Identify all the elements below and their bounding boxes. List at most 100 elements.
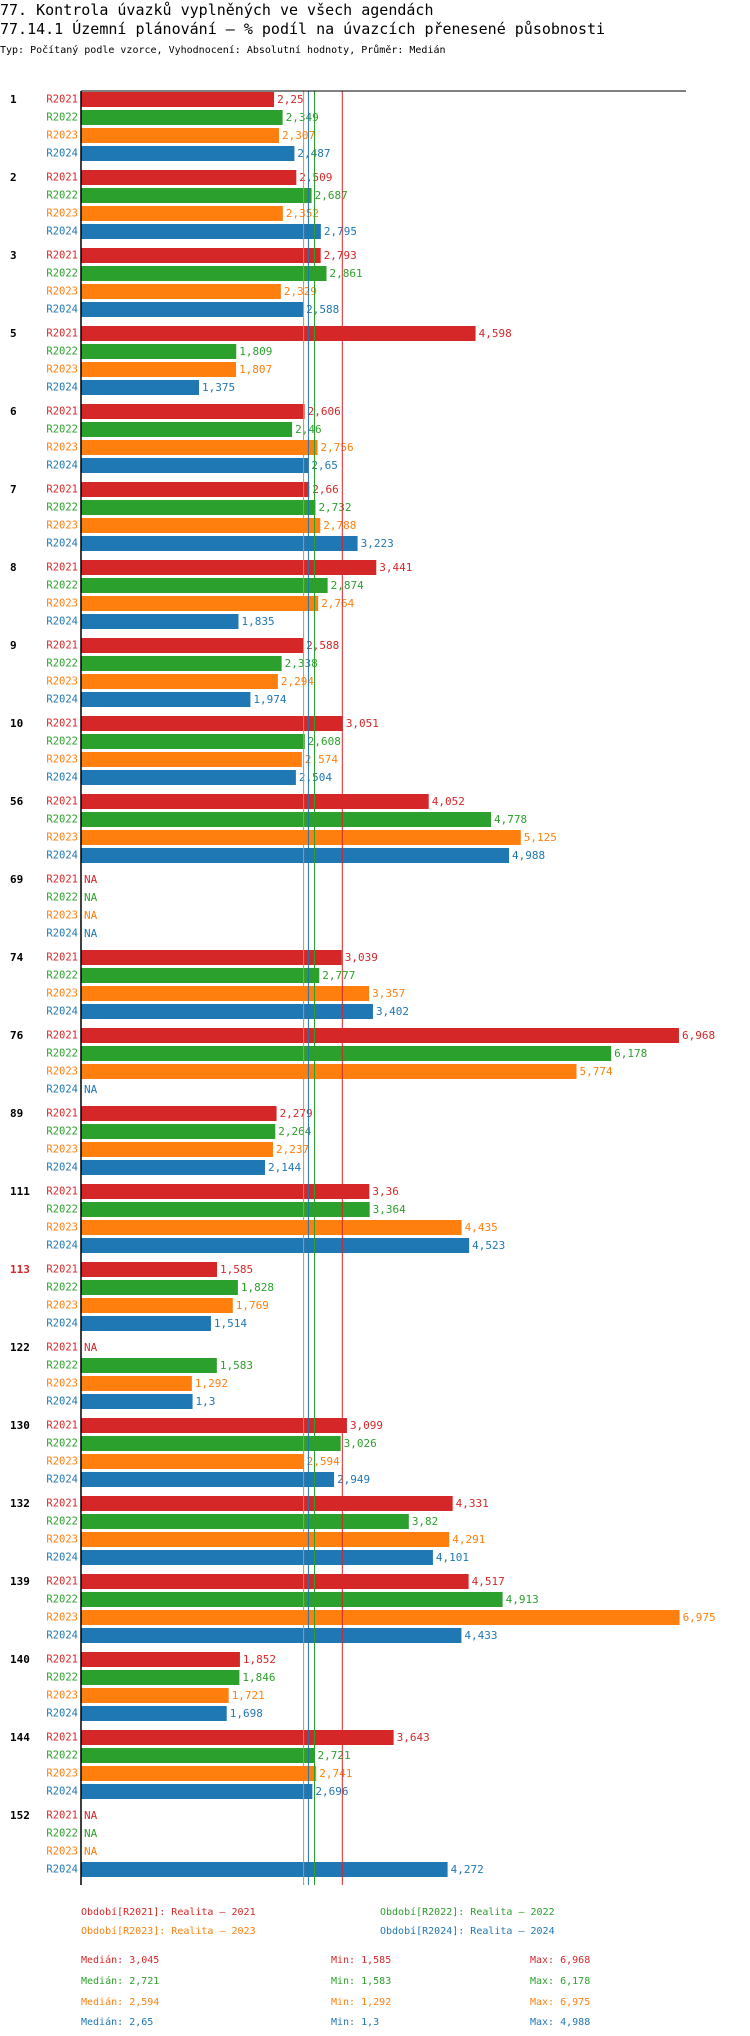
bar-132-r2024 <box>81 1550 433 1565</box>
stat-max-r2021: Max: 6,968 <box>530 1955 591 1966</box>
bar-1-r2023 <box>81 128 279 143</box>
series-label-9-r2021: R2021 <box>46 640 78 652</box>
value-label-130-r2021: 3,099 <box>350 1419 383 1432</box>
stat-max-r2022: Max: 6,178 <box>530 1976 591 1987</box>
bar-139-r2021 <box>81 1574 469 1589</box>
bar-3-r2024 <box>81 302 304 317</box>
value-label-7-r2022: 2,732 <box>318 501 351 514</box>
bar-6-r2023 <box>81 440 318 455</box>
series-label-144-r2023: R2023 <box>46 1768 78 1780</box>
bar-2-r2023 <box>81 206 283 221</box>
bar-111-r2023 <box>81 1220 462 1235</box>
value-label-130-r2022: 3,026 <box>344 1437 377 1450</box>
series-label-3-r2024: R2024 <box>46 304 78 316</box>
value-label-139-r2021: 4,517 <box>472 1575 505 1588</box>
value-label-144-r2022: 2,721 <box>318 1749 351 1762</box>
stat-min-r2022: Min: 1,583 <box>331 1976 392 1987</box>
value-label-111-r2024: 4,523 <box>472 1239 505 1252</box>
series-label-7-r2023: R2023 <box>46 520 78 532</box>
bar-10-r2024 <box>81 770 296 785</box>
series-label-56-r2021: R2021 <box>46 796 78 808</box>
series-label-56-r2024: R2024 <box>46 850 78 862</box>
bar-144-r2023 <box>81 1766 317 1781</box>
bar-3-r2022 <box>81 266 327 281</box>
category-label-113: 113 <box>10 1263 30 1276</box>
value-label-8-r2024: 1,835 <box>241 615 274 628</box>
value-label-130-r2024: 2,949 <box>337 1473 370 1486</box>
value-label-140-r2022: 1,846 <box>242 1671 275 1684</box>
value-label-5-r2024: 1,375 <box>202 381 235 394</box>
series-label-140-r2021: R2021 <box>46 1654 78 1666</box>
series-label-111-r2023: R2023 <box>46 1222 78 1234</box>
value-label-139-r2023: 6,975 <box>683 1611 716 1624</box>
bar-122-r2022 <box>81 1358 217 1373</box>
series-label-7-r2021: R2021 <box>46 484 78 496</box>
bar-74-r2021 <box>81 950 342 965</box>
series-label-152-r2023: R2023 <box>46 1846 78 1858</box>
series-label-132-r2022: R2022 <box>46 1516 78 1528</box>
stat-min-r2024: Min: 1,3 <box>331 2017 380 2028</box>
value-label-1-r2024: 2,487 <box>297 147 330 160</box>
series-label-69-r2024: R2024 <box>46 928 78 940</box>
value-label-89-r2022: 2,264 <box>278 1125 311 1138</box>
series-label-1-r2024: R2024 <box>46 148 78 160</box>
category-label-56: 56 <box>10 795 24 808</box>
bar-74-r2024 <box>81 1004 373 1019</box>
series-label-132-r2023: R2023 <box>46 1534 78 1546</box>
series-label-89-r2022: R2022 <box>46 1126 78 1138</box>
series-label-140-r2024: R2024 <box>46 1708 78 1720</box>
value-label-122-r2021: NA <box>84 1341 98 1354</box>
bar-111-r2021 <box>81 1184 370 1199</box>
series-label-10-r2023: R2023 <box>46 754 78 766</box>
value-label-76-r2021: 6,968 <box>682 1029 715 1042</box>
bar-140-r2021 <box>81 1652 240 1667</box>
series-label-140-r2022: R2022 <box>46 1672 78 1684</box>
legend-item-r2023: Období[R2023]: Realita – 2023 <box>81 1926 256 1937</box>
series-label-9-r2022: R2022 <box>46 658 78 670</box>
value-label-7-r2023: 2,788 <box>323 519 356 532</box>
bar-113-r2022 <box>81 1280 238 1295</box>
series-label-122-r2022: R2022 <box>46 1360 78 1372</box>
bar-144-r2021 <box>81 1730 394 1745</box>
series-label-113-r2022: R2022 <box>46 1282 78 1294</box>
value-label-6-r2023: 2,756 <box>321 441 354 454</box>
value-label-5-r2021: 4,598 <box>479 327 512 340</box>
bar-7-r2024 <box>81 536 358 551</box>
series-label-56-r2022: R2022 <box>46 814 78 826</box>
series-label-6-r2021: R2021 <box>46 406 78 418</box>
series-label-144-r2022: R2022 <box>46 1750 78 1762</box>
category-label-7: 7 <box>10 483 17 496</box>
value-label-2-r2021: 2,509 <box>299 171 332 184</box>
value-label-74-r2024: 3,402 <box>376 1005 409 1018</box>
series-label-5-r2022: R2022 <box>46 346 78 358</box>
bar-5-r2023 <box>81 362 237 377</box>
series-label-2-r2021: R2021 <box>46 172 78 184</box>
series-label-74-r2023: R2023 <box>46 988 78 1000</box>
value-label-89-r2021: 2,279 <box>280 1107 313 1120</box>
value-label-5-r2022: 1,809 <box>239 345 272 358</box>
bar-6-r2024 <box>81 458 309 473</box>
value-label-56-r2024: 4,988 <box>512 849 545 862</box>
bar-130-r2023 <box>81 1454 304 1469</box>
series-label-8-r2021: R2021 <box>46 562 78 574</box>
series-label-7-r2024: R2024 <box>46 538 78 550</box>
bar-113-r2024 <box>81 1316 211 1331</box>
bar-140-r2024 <box>81 1706 227 1721</box>
series-label-69-r2023: R2023 <box>46 910 78 922</box>
bar-5-r2021 <box>81 326 476 341</box>
bar-chart: 1 R2021 2,25 R2022 2,349 R2023 2,307 R2024 2,487… <box>10 90 716 1885</box>
category-label-8: 8 <box>10 561 17 574</box>
series-label-8-r2023: R2023 <box>46 598 78 610</box>
value-label-10-r2022: 2,608 <box>308 735 341 748</box>
category-label-1: 1 <box>10 93 17 106</box>
bar-89-r2021 <box>81 1106 277 1121</box>
bar-152-r2024 <box>81 1862 448 1877</box>
series-label-122-r2024: R2024 <box>46 1396 78 1408</box>
value-label-139-r2024: 4,433 <box>464 1629 497 1642</box>
value-label-9-r2021: 2,588 <box>306 639 339 652</box>
series-label-7-r2022: R2022 <box>46 502 78 514</box>
value-label-8-r2023: 2,764 <box>321 597 354 610</box>
bar-144-r2024 <box>81 1784 313 1799</box>
bar-8-r2024 <box>81 614 239 629</box>
bar-7-r2023 <box>81 518 321 533</box>
